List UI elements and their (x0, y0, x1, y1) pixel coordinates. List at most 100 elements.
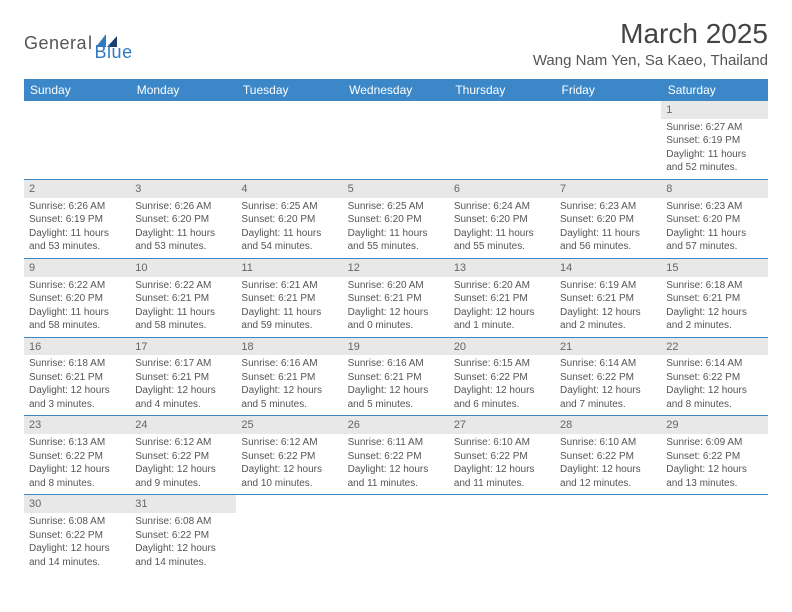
day-info-line: Sunset: 6:22 PM (454, 371, 550, 385)
day-info-line: Sunrise: 6:09 AM (666, 436, 762, 450)
day-info-line: Sunrise: 6:25 AM (241, 200, 337, 214)
day-info-line: Sunrise: 6:23 AM (560, 200, 656, 214)
calendar-body: 1Sunrise: 6:27 AMSunset: 6:19 PMDaylight… (24, 101, 768, 573)
day-info-line: Daylight: 11 hours (29, 227, 125, 241)
calendar-cell: 20Sunrise: 6:15 AMSunset: 6:22 PMDayligh… (449, 337, 555, 416)
day-info-line: Sunrise: 6:19 AM (560, 279, 656, 293)
calendar-cell (343, 101, 449, 179)
day-info-line: and 55 minutes. (348, 240, 444, 254)
day-number: 31 (130, 495, 236, 513)
day-info-line: and 5 minutes. (241, 398, 337, 412)
day-info-line: Sunrise: 6:16 AM (241, 357, 337, 371)
day-info-line: Sunset: 6:20 PM (135, 213, 231, 227)
day-info-line: Daylight: 12 hours (241, 384, 337, 398)
day-number: 12 (343, 259, 449, 277)
day-info-line: Sunset: 6:22 PM (560, 450, 656, 464)
day-info-line: Daylight: 12 hours (135, 463, 231, 477)
day-number: 3 (130, 180, 236, 198)
calendar-cell: 31 Sunrise: 6:08 AMSunset: 6:22 PMDayligh… (130, 495, 236, 573)
day-info: Sunrise: 6:24 AMSunset: 6:20 PMDaylight:… (454, 200, 550, 254)
day-info-line: and 14 minutes. (29, 556, 125, 570)
day-number: 6 (449, 180, 555, 198)
logo-text-blue: Blue (95, 42, 133, 63)
day-info-line: Daylight: 11 hours (29, 306, 125, 320)
day-info-line: Sunset: 6:21 PM (454, 292, 550, 306)
day-number: 7 (555, 180, 661, 198)
day-info-line: Daylight: 12 hours (666, 463, 762, 477)
day-info-line: Sunset: 6:22 PM (666, 371, 762, 385)
day-info-line: Sunset: 6:22 PM (454, 450, 550, 464)
day-number: 25 (236, 416, 342, 434)
day-number: 27 (449, 416, 555, 434)
day-info-line: and 4 minutes. (135, 398, 231, 412)
day-info: Sunrise: 6:25 AMSunset: 6:20 PMDaylight:… (241, 200, 337, 254)
day-info: Sunrise: 6:08 AMSunset: 6:22 PMDaylight:… (135, 515, 231, 569)
day-info-line: Sunset: 6:22 PM (348, 450, 444, 464)
day-number: 17 (130, 338, 236, 356)
day-info-line: Sunset: 6:20 PM (241, 213, 337, 227)
day-info-line: Daylight: 12 hours (666, 306, 762, 320)
day-info-line: Sunset: 6:21 PM (135, 371, 231, 385)
day-info-line: Sunset: 6:22 PM (135, 450, 231, 464)
weekday-row: Sunday Monday Tuesday Wednesday Thursday… (24, 79, 768, 101)
day-number: 28 (555, 416, 661, 434)
calendar-cell: 1Sunrise: 6:27 AMSunset: 6:19 PMDaylight… (661, 101, 767, 179)
calendar-cell: 15Sunrise: 6:18 AMSunset: 6:21 PMDayligh… (661, 258, 767, 337)
calendar-cell: 21Sunrise: 6:14 AMSunset: 6:22 PMDayligh… (555, 337, 661, 416)
day-info-line: and 53 minutes. (29, 240, 125, 254)
day-info: Sunrise: 6:23 AMSunset: 6:20 PMDaylight:… (560, 200, 656, 254)
calendar-table: Sunday Monday Tuesday Wednesday Thursday… (24, 79, 768, 573)
calendar-cell: 6 Sunrise: 6:24 AMSunset: 6:20 PMDaylight… (449, 179, 555, 258)
calendar-cell (449, 101, 555, 179)
calendar-cell: 23Sunrise: 6:13 AMSunset: 6:22 PMDayligh… (24, 416, 130, 495)
day-info-line: and 7 minutes. (560, 398, 656, 412)
day-number: 16 (24, 338, 130, 356)
logo-text-general: Genera (24, 33, 87, 54)
day-info-line: Daylight: 11 hours (348, 227, 444, 241)
day-info-line: Daylight: 11 hours (241, 227, 337, 241)
day-info: Sunrise: 6:20 AMSunset: 6:21 PMDaylight:… (348, 279, 444, 333)
day-info-line: Sunrise: 6:26 AM (29, 200, 125, 214)
calendar-cell (555, 101, 661, 179)
day-info-line: and 13 minutes. (666, 477, 762, 491)
day-info-line: Sunrise: 6:12 AM (241, 436, 337, 450)
day-info-line: Daylight: 12 hours (135, 384, 231, 398)
day-info-line: Sunset: 6:21 PM (666, 292, 762, 306)
calendar-cell: 24Sunrise: 6:12 AMSunset: 6:22 PMDayligh… (130, 416, 236, 495)
day-info-line: and 52 minutes. (666, 161, 762, 175)
day-info-line: and 9 minutes. (135, 477, 231, 491)
logo-text-l: l (88, 33, 93, 54)
day-info-line: Sunrise: 6:18 AM (666, 279, 762, 293)
day-info-line: Daylight: 12 hours (560, 384, 656, 398)
day-info-line: Sunset: 6:20 PM (454, 213, 550, 227)
calendar-cell: 18Sunrise: 6:16 AMSunset: 6:21 PMDayligh… (236, 337, 342, 416)
day-info-line: and 14 minutes. (135, 556, 231, 570)
day-info-line: Sunset: 6:20 PM (560, 213, 656, 227)
day-info-line: and 11 minutes. (454, 477, 550, 491)
day-info-line: and 56 minutes. (560, 240, 656, 254)
day-info-line: Sunset: 6:21 PM (241, 292, 337, 306)
day-info-line: Sunrise: 6:20 AM (348, 279, 444, 293)
calendar-cell: 26Sunrise: 6:11 AMSunset: 6:22 PMDayligh… (343, 416, 449, 495)
day-info-line: Sunset: 6:21 PM (29, 371, 125, 385)
calendar-cell: 19Sunrise: 6:16 AMSunset: 6:21 PMDayligh… (343, 337, 449, 416)
day-info-line: and 5 minutes. (348, 398, 444, 412)
calendar-cell: 13Sunrise: 6:20 AMSunset: 6:21 PMDayligh… (449, 258, 555, 337)
day-number: 4 (236, 180, 342, 198)
day-info-line: Daylight: 12 hours (666, 384, 762, 398)
day-info: Sunrise: 6:27 AMSunset: 6:19 PMDaylight:… (666, 121, 762, 175)
day-info-line: Daylight: 12 hours (560, 306, 656, 320)
calendar-cell (236, 495, 342, 573)
calendar-row: 1Sunrise: 6:27 AMSunset: 6:19 PMDaylight… (24, 101, 768, 179)
day-info-line: Sunset: 6:21 PM (135, 292, 231, 306)
day-info-line: Daylight: 11 hours (560, 227, 656, 241)
day-info-line: Sunrise: 6:10 AM (454, 436, 550, 450)
day-info: Sunrise: 6:10 AMSunset: 6:22 PMDaylight:… (454, 436, 550, 490)
calendar-cell: 7 Sunrise: 6:23 AMSunset: 6:20 PMDaylight… (555, 179, 661, 258)
calendar-cell: 3Sunrise: 6:26 AMSunset: 6:20 PMDaylight… (130, 179, 236, 258)
calendar-row: 9Sunrise: 6:22 AMSunset: 6:20 PMDaylight… (24, 258, 768, 337)
day-info-line: Sunset: 6:22 PM (29, 529, 125, 543)
weekday-header: Thursday (449, 79, 555, 101)
calendar-cell: 29Sunrise: 6:09 AMSunset: 6:22 PMDayligh… (661, 416, 767, 495)
day-info-line: Daylight: 12 hours (348, 306, 444, 320)
